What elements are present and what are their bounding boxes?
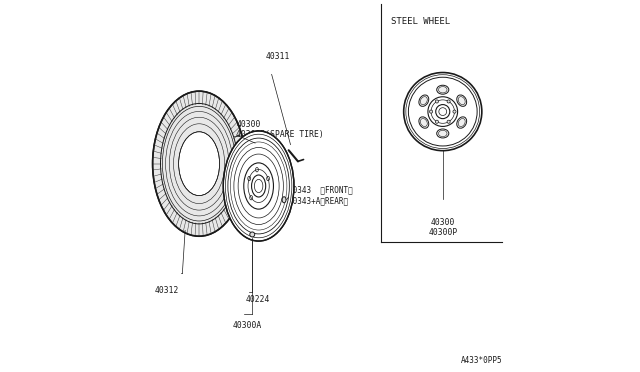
Text: 40300
40300P(SPARE TIRE): 40300 40300P(SPARE TIRE) bbox=[236, 120, 324, 140]
Ellipse shape bbox=[436, 85, 449, 94]
Text: 40224: 40224 bbox=[246, 295, 270, 304]
Ellipse shape bbox=[447, 100, 450, 103]
Ellipse shape bbox=[429, 110, 433, 113]
Ellipse shape bbox=[453, 110, 456, 113]
Ellipse shape bbox=[179, 132, 220, 196]
Text: 40300
40300P: 40300 40300P bbox=[428, 218, 458, 237]
Text: A433*0PP5: A433*0PP5 bbox=[461, 356, 502, 365]
Text: 40343  〈FRONT〉
40343+A〈REAR〉: 40343 〈FRONT〉 40343+A〈REAR〉 bbox=[289, 186, 353, 205]
Ellipse shape bbox=[282, 197, 286, 203]
Ellipse shape bbox=[435, 100, 438, 103]
Ellipse shape bbox=[439, 108, 447, 115]
Text: 40311: 40311 bbox=[266, 52, 291, 61]
Ellipse shape bbox=[457, 117, 467, 128]
Ellipse shape bbox=[223, 131, 294, 241]
Text: 40300A: 40300A bbox=[232, 321, 262, 330]
Ellipse shape bbox=[254, 179, 263, 193]
Ellipse shape bbox=[457, 95, 467, 106]
Ellipse shape bbox=[435, 120, 438, 123]
Text: 40312: 40312 bbox=[154, 286, 179, 295]
Ellipse shape bbox=[447, 120, 450, 123]
Text: STEEL WHEEL: STEEL WHEEL bbox=[390, 17, 450, 26]
Ellipse shape bbox=[152, 91, 246, 236]
Ellipse shape bbox=[436, 129, 449, 138]
Ellipse shape bbox=[419, 95, 429, 106]
Ellipse shape bbox=[250, 232, 255, 237]
Ellipse shape bbox=[419, 117, 429, 128]
